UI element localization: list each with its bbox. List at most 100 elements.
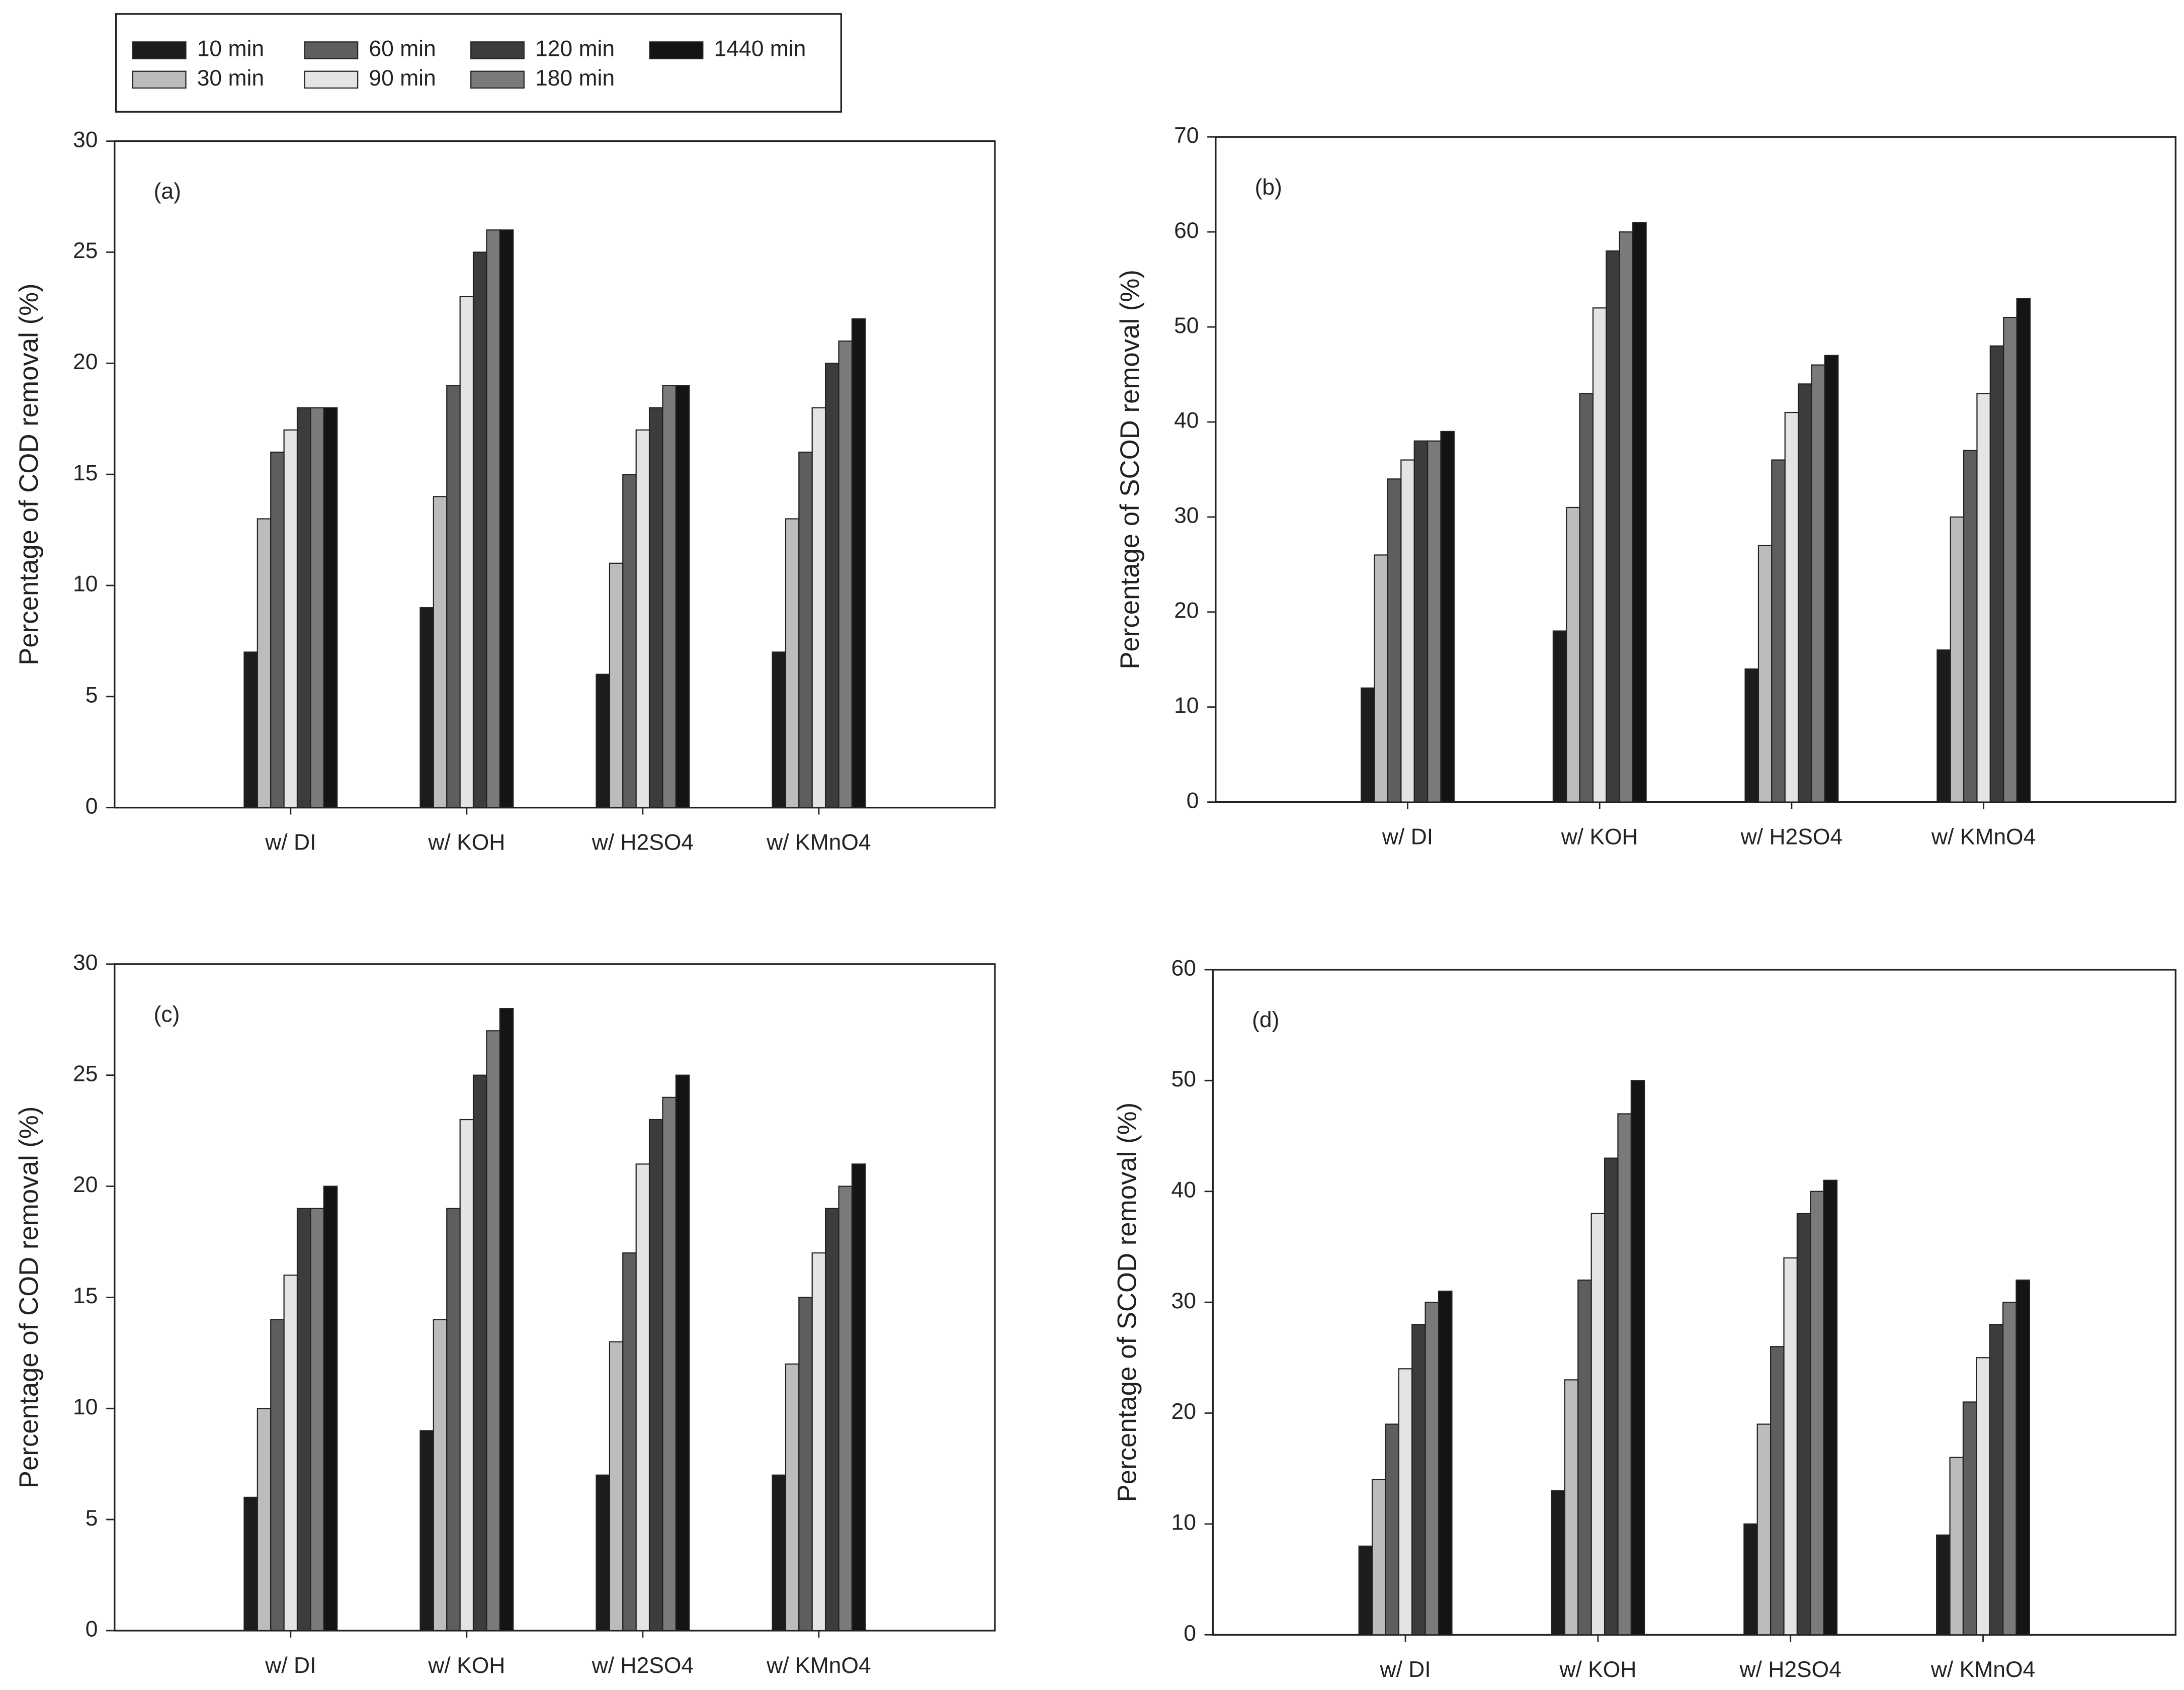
y-tick-label: 5 (86, 683, 98, 708)
bar (662, 385, 677, 808)
bar (1424, 1301, 1440, 1636)
bar (296, 407, 311, 808)
bar (2016, 298, 2031, 803)
bar (798, 451, 813, 808)
bar (243, 651, 258, 808)
legend-swatch (132, 70, 187, 89)
bar (243, 1496, 258, 1632)
bar (1604, 1157, 1619, 1636)
plot-frame (1215, 136, 2176, 803)
x-tick-label: w/ KMnO4 (1930, 1657, 2035, 1682)
bar (1783, 1257, 1798, 1636)
y-axis-label: Percentage of COD removal (%) (14, 1107, 44, 1489)
bar (1592, 307, 1607, 803)
bar (310, 407, 324, 808)
legend-swatch (304, 41, 359, 59)
legend-swatch (649, 41, 704, 59)
bar (1438, 1290, 1453, 1636)
bar (1757, 545, 1773, 803)
bar (1796, 1213, 1811, 1636)
y-tick-label: 20 (73, 350, 98, 374)
bar (596, 1474, 611, 1632)
legend-label: 30 min (197, 66, 264, 91)
bar (785, 1363, 800, 1632)
bar (1577, 1279, 1592, 1636)
bar (662, 1096, 677, 1632)
x-tick-label: w/ DI (265, 1653, 316, 1678)
y-tick-label: 15 (73, 1284, 98, 1308)
bar (675, 1074, 690, 1632)
legend-label: 60 min (369, 37, 436, 61)
bar (1579, 393, 1594, 803)
x-tick-label: w/ H2SO4 (592, 830, 694, 855)
legend-label: 180 min (535, 66, 615, 91)
bar (1606, 250, 1620, 803)
y-tick-label: 0 (86, 1617, 98, 1642)
bar (499, 1008, 514, 1632)
bar (1566, 506, 1580, 803)
bar (1743, 1523, 1758, 1636)
bar (1937, 649, 1951, 803)
y-tick-label: 15 (73, 461, 98, 485)
bar (1770, 1346, 1785, 1636)
bar (648, 1119, 663, 1632)
bar (419, 607, 434, 808)
bar (1936, 1534, 1951, 1636)
bar (257, 518, 272, 808)
bar (824, 1208, 839, 1632)
bar (1810, 1191, 1824, 1636)
y-tick-label: 50 (1171, 1067, 1196, 1091)
legend-label: 10 min (197, 37, 264, 61)
bar (785, 518, 800, 808)
y-tick-label: 0 (1187, 788, 1199, 813)
x-tick-label: w/ DI (1379, 1657, 1431, 1682)
y-tick-label: 10 (1171, 1510, 1196, 1535)
y-tick-label: 5 (86, 1506, 98, 1531)
bar (1811, 364, 1826, 803)
bar (1552, 630, 1567, 803)
y-tick-label: 20 (1174, 599, 1199, 623)
bar (1564, 1379, 1579, 1636)
bar (257, 1408, 272, 1632)
bar (472, 251, 487, 808)
bar (459, 296, 474, 808)
bar (1976, 1357, 1990, 1636)
x-tick-label: w/ DI (265, 830, 316, 855)
y-tick-label: 40 (1174, 408, 1199, 433)
bar (622, 474, 637, 808)
x-tick-label: w/ KOH (428, 830, 505, 855)
bar (648, 407, 663, 808)
bar (1632, 222, 1647, 803)
bar (499, 229, 514, 808)
x-tick-label: w/ KMnO4 (766, 1653, 871, 1678)
x-tick-label: w/ KOH (1559, 1657, 1636, 1682)
bar (1590, 1213, 1606, 1636)
bar (472, 1074, 487, 1632)
legend-label: 90 min (369, 66, 436, 91)
bar (609, 562, 624, 808)
bar (635, 429, 650, 808)
bar (1374, 554, 1389, 803)
bar (1372, 1479, 1386, 1636)
bar (1823, 1179, 1838, 1636)
legend-swatch (304, 70, 359, 89)
bar (1619, 231, 1634, 803)
bar (1385, 1423, 1400, 1636)
bar (1963, 450, 1978, 803)
bar (1771, 459, 1786, 803)
y-tick-label: 0 (86, 794, 98, 818)
plot-frame (1212, 969, 2176, 1636)
y-tick-label: 30 (73, 951, 98, 975)
x-tick-label: w/ H2SO4 (1739, 1657, 1841, 1682)
x-tick-label: w/ H2SO4 (592, 1653, 694, 1678)
bar (1617, 1113, 1632, 1636)
y-axis-label: Percentage of SCOD removal (%) (1115, 270, 1145, 669)
x-tick-label: w/ H2SO4 (1740, 825, 1843, 850)
bar (433, 496, 448, 808)
bar (1744, 668, 1759, 803)
y-tick-label: 30 (1174, 503, 1199, 528)
bar (596, 673, 611, 808)
bar (1630, 1080, 1645, 1636)
bar (283, 429, 298, 808)
legend-label: 120 min (535, 37, 615, 61)
